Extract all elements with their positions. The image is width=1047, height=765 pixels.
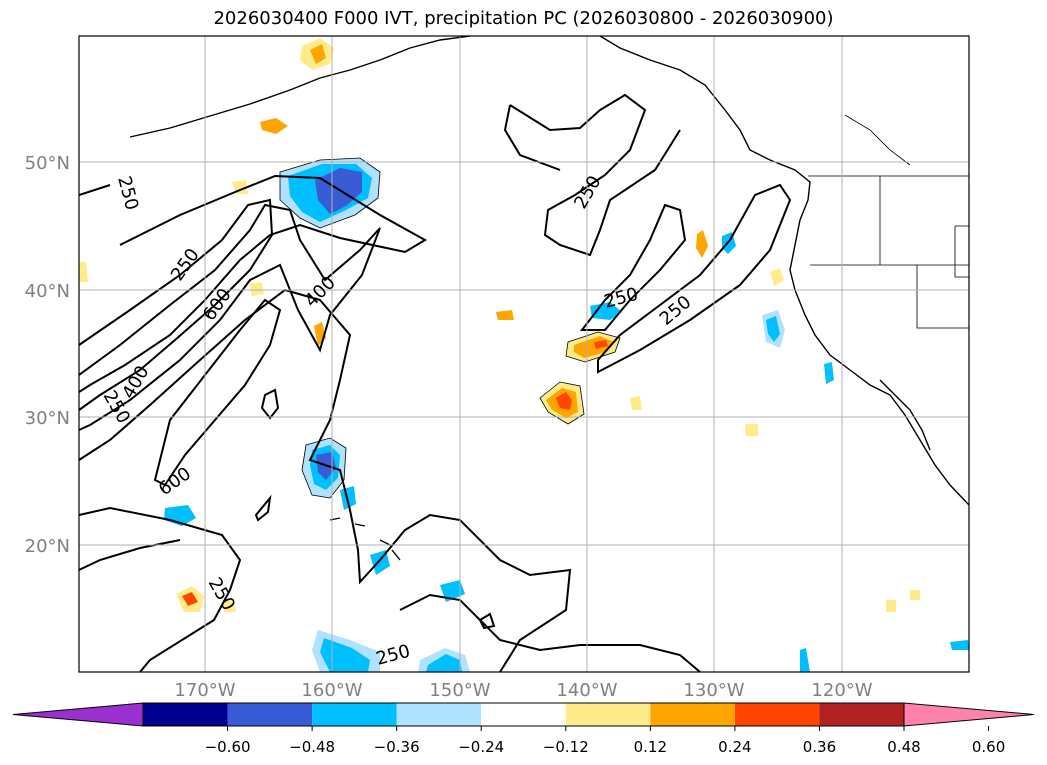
precip-positive-patch <box>250 282 264 296</box>
alaska-coast <box>129 36 471 138</box>
ivt-contour-closed <box>478 612 496 630</box>
colorbar-extend-low <box>12 702 144 727</box>
precip-positive-patch <box>910 590 920 600</box>
precip-negative-patch <box>824 362 834 384</box>
ivt-contour-250 <box>79 288 572 672</box>
map-frame <box>78 35 970 673</box>
precip-outlines <box>279 157 621 499</box>
precip-positive-patch <box>630 396 642 410</box>
colorbar-bin <box>565 703 651 726</box>
precip-outline <box>279 157 381 229</box>
map-background <box>79 36 969 672</box>
ivt-contours <box>79 93 792 672</box>
lon-label-150: 150°W <box>429 680 490 701</box>
colorbar: −0.60 −0.48 −0.36 −0.24 −0.12 0.12 0.24 0.36 0.4… <box>12 702 1035 756</box>
precip-outline <box>301 437 347 499</box>
precip-outline <box>539 381 585 425</box>
lon-label-140: 140°W <box>556 680 617 701</box>
precip-positive-patch <box>222 598 236 612</box>
colorbar-bin <box>227 703 313 726</box>
precip-negative-patch <box>950 640 969 650</box>
colorbar-tick-label: 0.60 <box>972 738 1005 756</box>
precip-negative-patch <box>440 580 465 602</box>
precip-fields <box>79 38 969 672</box>
lon-label-160: 160°W <box>301 680 362 701</box>
lat-label-40: 40°N <box>25 281 70 302</box>
precip-positive-patch <box>496 310 514 320</box>
precip-outline <box>565 331 621 363</box>
ivt-contour-closed <box>260 388 280 420</box>
lat-label-30: 30°N <box>25 408 70 429</box>
colorbar-bin <box>650 703 735 726</box>
map-area: 250 250 600 400 400 250 600 250 250 250 … <box>25 35 970 701</box>
state-border <box>810 114 969 329</box>
figure-title: 2026030400 F000 IVT, precipitation PC (2… <box>213 8 834 29</box>
colorbar-bin <box>734 703 820 726</box>
ivt-contour-closed <box>254 494 272 522</box>
precip-positive-patch <box>182 592 198 606</box>
hawaii-islands <box>329 517 401 561</box>
longitude-labels: 170°W 160°W 150°W 140°W 130°W 120°W <box>174 680 872 701</box>
precip-positive-patch <box>260 118 288 134</box>
colorbar-frame <box>142 702 905 727</box>
colorbar-bin <box>312 703 397 726</box>
precip-positive-patch <box>232 180 248 194</box>
precip-positive-patch <box>696 230 708 258</box>
ivt-contour-400 <box>79 203 381 431</box>
precip-positive-patch <box>770 268 784 286</box>
precip-negative-patch <box>766 316 780 342</box>
precip-negative-patch <box>800 648 810 672</box>
precip-negative-patch <box>426 654 462 672</box>
map-gridlines <box>79 36 969 672</box>
precip-positive-patch <box>594 340 608 349</box>
ivt-contour-250 <box>399 593 701 672</box>
lon-label-130: 130°W <box>683 680 744 701</box>
alaska-coast <box>599 36 811 201</box>
colorbar-bin <box>143 703 228 726</box>
colorbar-bin <box>819 703 904 726</box>
precip-positive-patch <box>79 262 88 282</box>
precip-negative-patch <box>370 550 390 575</box>
colorbar-tick-label: −0.48 <box>289 738 335 756</box>
colorbar-tick-label: 0.48 <box>887 738 920 756</box>
ivt-contour-250 <box>597 183 792 374</box>
precip-positive-patch <box>556 392 572 410</box>
precip-positive-patch <box>886 600 896 612</box>
precip-negative-patch <box>315 168 362 214</box>
precip-positive-patch <box>310 44 326 64</box>
ivt-contour-250 <box>79 539 181 571</box>
lon-label-170: 170°W <box>174 680 235 701</box>
colorbar-extend-high <box>903 702 1035 727</box>
colorbar-bin <box>481 703 566 726</box>
north-america-coast <box>789 199 969 506</box>
colorbar-tick-label: −0.24 <box>458 738 504 756</box>
colorbar-tick-label: −0.36 <box>374 738 420 756</box>
colorbar-tick-label: 0.36 <box>803 738 836 756</box>
colorbar-tick-label: 0.12 <box>634 738 667 756</box>
lat-label-20: 20°N <box>25 536 70 557</box>
colorbar-tick-label: 0.24 <box>718 738 751 756</box>
coastlines <box>129 36 969 561</box>
colorbar-tick-label: −0.12 <box>543 738 589 756</box>
ivt-contour-250 <box>79 506 242 672</box>
precip-negative-patch <box>590 302 622 320</box>
ivt-contour-250 <box>579 203 687 331</box>
ivt-contour-250 <box>79 174 427 393</box>
ivt-contour-600 <box>79 198 274 411</box>
latitude-labels: 50°N 40°N 30°N 20°N <box>25 153 70 557</box>
precip-positive-patch <box>745 424 758 436</box>
colorbar-tick-label: −0.60 <box>205 738 251 756</box>
ivt-contour-600 <box>153 298 282 487</box>
colorbar-bin <box>396 703 482 726</box>
lat-label-50: 50°N <box>25 153 70 174</box>
baja-coast <box>879 379 931 451</box>
lon-label-120: 120°W <box>811 680 872 701</box>
